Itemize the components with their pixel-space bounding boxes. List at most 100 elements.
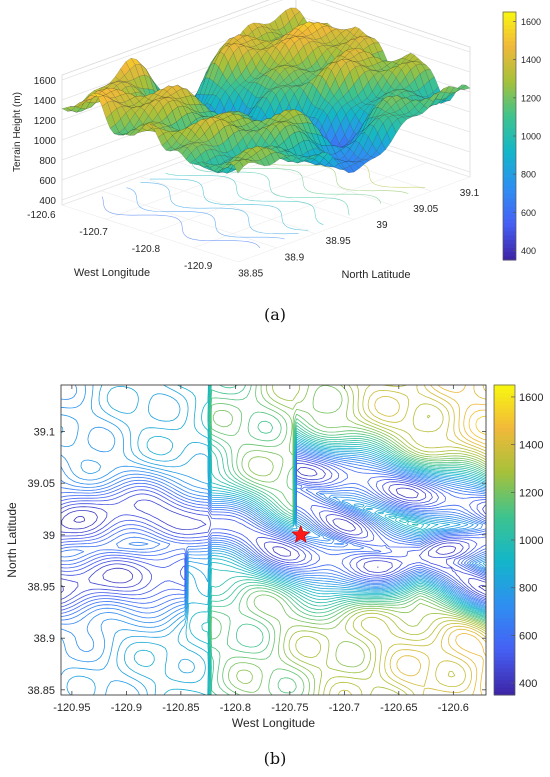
- colorbar-segment: [503, 40, 516, 46]
- colorbar-segment: [494, 396, 515, 401]
- colorbar-segment: [494, 434, 515, 440]
- colorbar-tick-label: 1600: [519, 392, 543, 404]
- floor-gridline: [100, 190, 277, 249]
- z-tick-label: 800: [39, 156, 56, 167]
- colorbar-segment: [503, 214, 516, 220]
- colorbar-segment: [494, 636, 515, 642]
- colorbar-segment: [503, 164, 516, 170]
- contour-line: [61, 453, 486, 614]
- colorbar-segment: [503, 81, 516, 87]
- y-tick-label: 38.9: [285, 252, 305, 263]
- colorbar-segment: [494, 403, 515, 409]
- x-tick-label: -120.65: [380, 702, 417, 714]
- x-tick-label: -120.8: [220, 702, 251, 714]
- colorbar-segment: [494, 682, 515, 688]
- colorbar-segment: [494, 531, 515, 537]
- colorbar-segment: [494, 632, 515, 638]
- colorbar-segment: [494, 458, 515, 463]
- colorbar-segment: [503, 218, 516, 224]
- colorbar-segment: [494, 574, 515, 580]
- colorbar-segment: [494, 659, 515, 665]
- contour-line: [210, 385, 486, 695]
- contour-line: [329, 385, 486, 695]
- contour-line: [437, 385, 486, 695]
- colorbar-segment: [494, 562, 515, 568]
- colorbar-segment: [503, 32, 516, 38]
- contour-line: [212, 385, 486, 695]
- colorbar-segment: [494, 516, 515, 522]
- contour-line: [133, 385, 486, 695]
- colorbar-segment: [503, 209, 516, 216]
- colorbar-segment: [494, 570, 515, 576]
- colorbar-segment: [494, 543, 515, 549]
- contour-line: [374, 385, 486, 695]
- colorbar-segment: [494, 527, 515, 533]
- colorbar-segment: [494, 450, 515, 456]
- colorbar-segment: [503, 127, 516, 133]
- colorbar-segment: [503, 44, 516, 50]
- colorbar-segment: [494, 423, 515, 429]
- colorbar-segment: [503, 255, 516, 261]
- colorbar-segment: [494, 473, 515, 479]
- colorbar-tick-label: 1000: [519, 535, 543, 547]
- colorbar-segment: [494, 392, 515, 398]
- colorbar-segment: [503, 176, 516, 182]
- colorbar-segment: [503, 147, 516, 154]
- y-tick-label: 39: [43, 530, 55, 542]
- colorbar-segment: [494, 613, 515, 618]
- colorbar-segment: [503, 222, 516, 228]
- colorbar-segment: [503, 234, 516, 240]
- colorbar-segment: [503, 77, 516, 83]
- x-tick-label: -120.8: [132, 244, 161, 255]
- colorbar-segment: [503, 36, 516, 42]
- colorbar-segment: [494, 651, 515, 657]
- colorbar-segment: [494, 442, 515, 448]
- z-tick-label: 1000: [34, 136, 57, 147]
- colorbar-segment: [503, 61, 516, 67]
- y-tick-label: 38.85: [27, 685, 55, 697]
- y-tick-label: 39.05: [27, 478, 55, 490]
- colorbar-tick-label: 600: [519, 630, 537, 642]
- colorbar-tick-label: 400: [521, 246, 536, 256]
- contour-plot-area: [61, 385, 486, 695]
- colorbar-segment: [494, 438, 515, 444]
- colorbar-segment: [494, 605, 515, 611]
- floor-contour: [101, 196, 261, 249]
- colorbar-segment: [494, 640, 515, 646]
- y-tick-label: 38.9: [34, 633, 55, 645]
- colorbar-segment: [503, 160, 516, 166]
- colorbar-segment: [503, 94, 516, 100]
- colorbar-segment: [494, 384, 515, 390]
- plot-frame: [60, 384, 487, 696]
- colorbar-segment: [494, 547, 515, 553]
- panel-b-label: (b): [263, 749, 287, 768]
- z-tick-label: 1200: [34, 116, 57, 127]
- colorbar-segment: [503, 135, 516, 141]
- colorbar-segment: [494, 407, 515, 413]
- contour-line: [396, 385, 486, 695]
- colorbar-segment: [494, 582, 515, 587]
- colorbar-segment: [494, 477, 515, 483]
- colorbar-segment: [494, 524, 515, 529]
- colorbar-segment: [503, 73, 516, 79]
- y-tick-label: 39.1: [34, 427, 55, 439]
- colorbar-segment: [494, 593, 515, 599]
- colorbar-segment: [494, 520, 515, 525]
- colorbar-segment: [494, 500, 515, 506]
- colorbar-tick-label: 1400: [519, 440, 543, 452]
- floor-contour: [165, 173, 324, 225]
- x-tick-label: -120.75: [271, 702, 308, 714]
- surface-facet: [233, 160, 244, 174]
- colorbar-segment: [503, 205, 516, 211]
- colorbar-segment: [503, 201, 516, 207]
- colorbar-segment: [494, 586, 515, 591]
- colorbar-segment: [494, 446, 515, 452]
- colorbar-segment: [503, 139, 516, 145]
- contour-plot: -120.95 -120.9 -120.85 -120.8 -120.75 -120.7 -…: [5, 384, 543, 730]
- colorbar-segment: [494, 555, 515, 560]
- colorbar-tick-label: 1400: [521, 55, 541, 65]
- colorbar-segment: [503, 131, 516, 137]
- contour-line: [61, 455, 486, 611]
- colorbar-segment: [494, 400, 515, 405]
- contour-line: [61, 459, 486, 604]
